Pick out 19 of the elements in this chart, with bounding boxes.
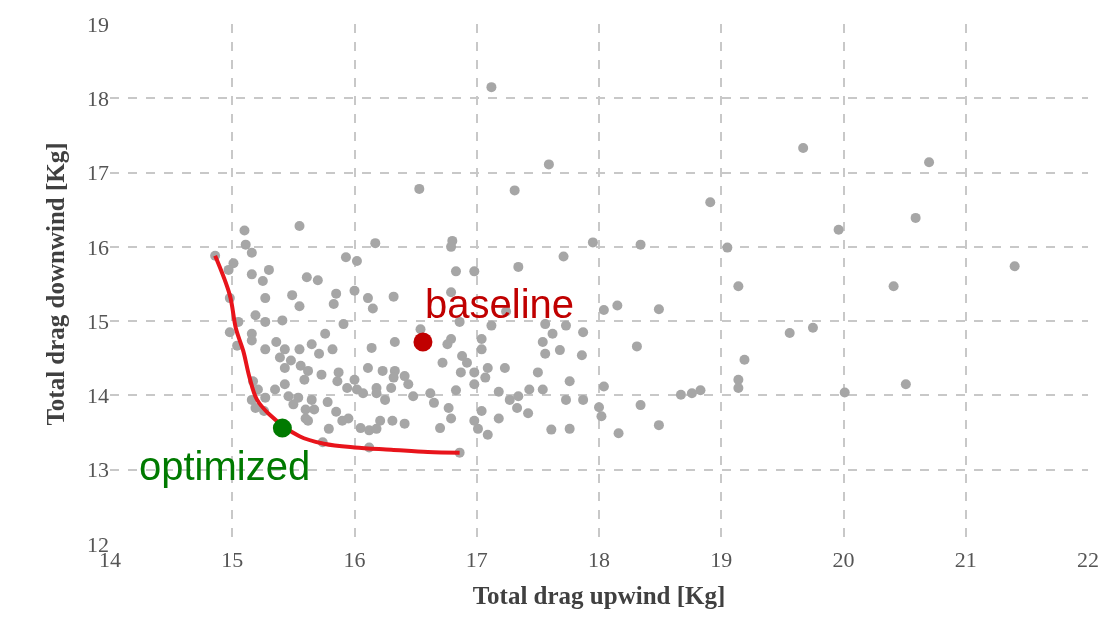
y-tick-label: 16 bbox=[87, 234, 109, 260]
y-tick-label: 19 bbox=[87, 11, 109, 37]
y-tick-label: 13 bbox=[87, 457, 109, 483]
x-tick-label: 18 bbox=[588, 547, 610, 572]
x-tick-label: 22 bbox=[1077, 547, 1099, 572]
x-tick-label: 21 bbox=[954, 547, 977, 572]
x-tick-label: 15 bbox=[221, 547, 244, 572]
x-tick-label: 17 bbox=[465, 547, 488, 572]
x-axis-title: Total drag upwind [Kg] bbox=[472, 582, 726, 609]
annotation: baseline bbox=[425, 282, 575, 326]
x-tick-label: 20 bbox=[832, 547, 855, 572]
y-tick-label: 17 bbox=[87, 160, 109, 186]
x-tick-label: 16 bbox=[343, 547, 366, 572]
y-tick-label: 18 bbox=[87, 85, 109, 111]
x-tick-label: 19 bbox=[710, 547, 733, 572]
annotation: optimized bbox=[139, 444, 311, 488]
y-tick-label: 14 bbox=[87, 383, 109, 409]
y-tick-label: 15 bbox=[87, 308, 109, 334]
y-axis-title: Total drag downwind [Kg] bbox=[41, 142, 69, 426]
